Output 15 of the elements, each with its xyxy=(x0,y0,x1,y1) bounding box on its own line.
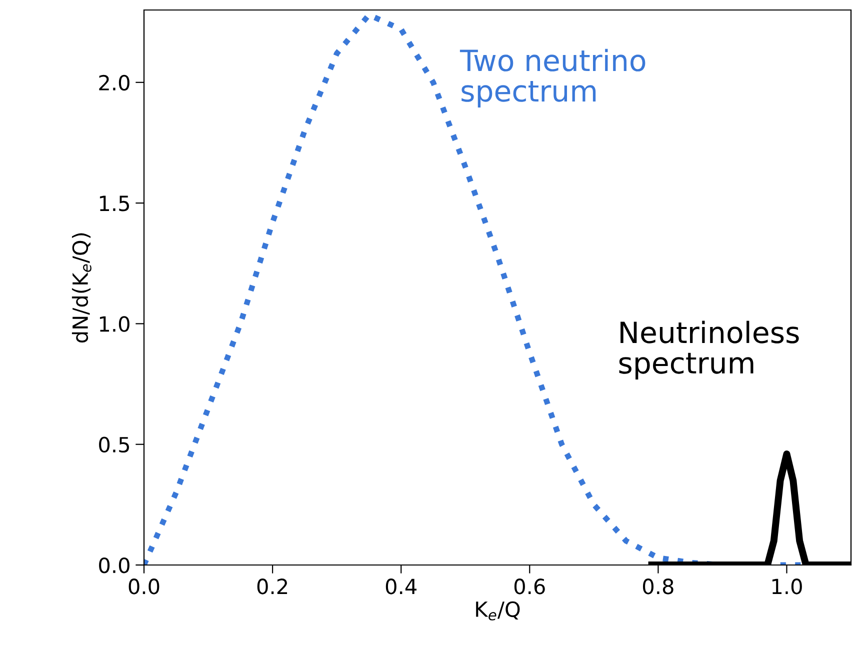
series-label: Two neutrino spectrum xyxy=(460,48,646,108)
text: Neutrinoless spectrum xyxy=(619,320,799,380)
x-tick-label: 0.0 xyxy=(128,578,160,594)
y-axis-title: dN/d(K$_{e}$/Q) xyxy=(72,233,92,342)
y-tick-label: 0.0 xyxy=(99,557,130,574)
x-tick-label: 0.6 xyxy=(514,578,545,594)
y-tick-label: 2.0 xyxy=(99,74,130,91)
y-tick-label: 1.5 xyxy=(100,196,129,212)
x-axis-title: K$_{e}$/Q xyxy=(476,601,520,620)
y-tick-label: 1.0 xyxy=(100,316,130,332)
x-tick-label: 0.8 xyxy=(642,578,674,594)
x-tick-label: 0.2 xyxy=(257,578,288,594)
x-tick-label: 1.0 xyxy=(772,578,802,594)
y-tick-label: 0.5 xyxy=(99,436,129,453)
x-tick-label: 0.4 xyxy=(386,578,416,594)
